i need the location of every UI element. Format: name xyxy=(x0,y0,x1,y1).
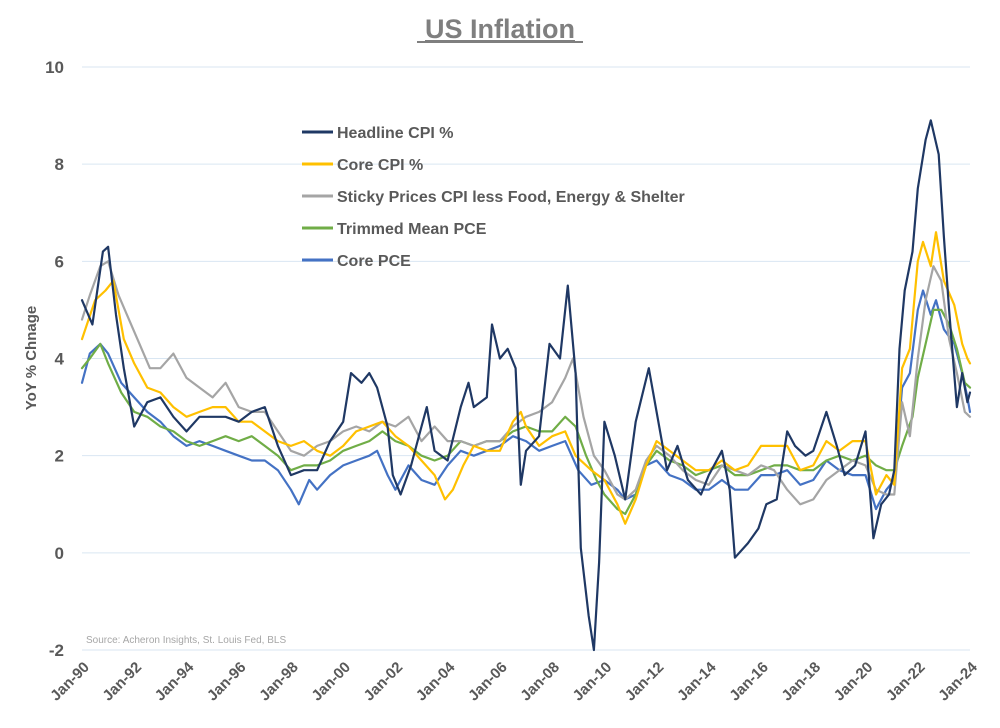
legend-label: Sticky Prices CPI less Food, Energy & Sh… xyxy=(337,189,685,206)
x-tick-label: Jan-18 xyxy=(778,659,824,705)
x-tick-label: Jan-22 xyxy=(883,659,929,705)
x-tick-label: Jan-10 xyxy=(570,659,616,705)
x-tick-label: Jan-94 xyxy=(152,658,198,704)
y-tick-label: 6 xyxy=(55,252,64,271)
x-tick-label: Jan-12 xyxy=(622,659,668,705)
x-tick-label: Jan-20 xyxy=(831,659,877,705)
x-tick-label: Jan-98 xyxy=(256,659,302,705)
legend-entry: Core CPI % xyxy=(302,157,423,174)
series-line-core-pce xyxy=(80,289,972,511)
source-note: Source: Acheron Insights, St. Louis Fed,… xyxy=(86,635,286,646)
y-axis-ticks: -2 0 2 4 6 8 10 xyxy=(45,58,64,660)
x-tick-label: Jan-00 xyxy=(308,659,354,705)
x-tick-label: Jan-08 xyxy=(517,659,563,705)
legend-entry: Sticky Prices CPI less Food, Energy & Sh… xyxy=(302,189,685,206)
legend-entry: Headline CPI % xyxy=(302,125,453,142)
x-tick-label: Jan-14 xyxy=(674,658,720,704)
legend: Headline CPI % Core CPI % Sticky Prices CP… xyxy=(302,125,685,270)
y-tick-label: -2 xyxy=(49,641,64,660)
x-tick-label: Jan-92 xyxy=(99,659,145,705)
x-tick-label: Jan-90 xyxy=(47,659,93,705)
legend-label: Core PCE xyxy=(337,253,411,270)
legend-label: Core CPI % xyxy=(337,157,423,174)
x-tick-label: Jan-06 xyxy=(465,659,511,705)
y-tick-label: 0 xyxy=(55,544,64,563)
x-tick-label: Jan-16 xyxy=(726,659,772,705)
series-line-headline-cpi xyxy=(80,119,972,652)
series-line-trimmed-mean-pce xyxy=(80,308,972,516)
legend-entry: Trimmed Mean PCE xyxy=(302,221,487,238)
y-tick-label: 10 xyxy=(45,58,64,77)
x-tick-label: Jan-04 xyxy=(413,658,459,704)
x-tick-label: Jan-24 xyxy=(935,658,981,704)
series-lines xyxy=(80,119,972,652)
series-line-core-cpi xyxy=(80,231,972,525)
y-tick-label: 4 xyxy=(55,350,65,369)
x-tick-label: Jan-02 xyxy=(361,659,407,705)
legend-label: Headline CPI % xyxy=(337,125,453,142)
y-axis-label: YoY % Chnage xyxy=(23,306,40,410)
x-tick-label: Jan-96 xyxy=(204,659,250,705)
y-tick-label: 8 xyxy=(55,155,64,174)
y-tick-label: 2 xyxy=(55,447,64,466)
chart-title: US Inflation xyxy=(425,14,575,44)
x-axis-ticks: Jan-90 Jan-92 Jan-94 Jan-96 Jan-98 Jan-00 Jan-… xyxy=(47,658,981,704)
gridlines xyxy=(82,66,970,651)
legend-entry: Core PCE xyxy=(302,253,411,270)
legend-label: Trimmed Mean PCE xyxy=(337,221,487,238)
